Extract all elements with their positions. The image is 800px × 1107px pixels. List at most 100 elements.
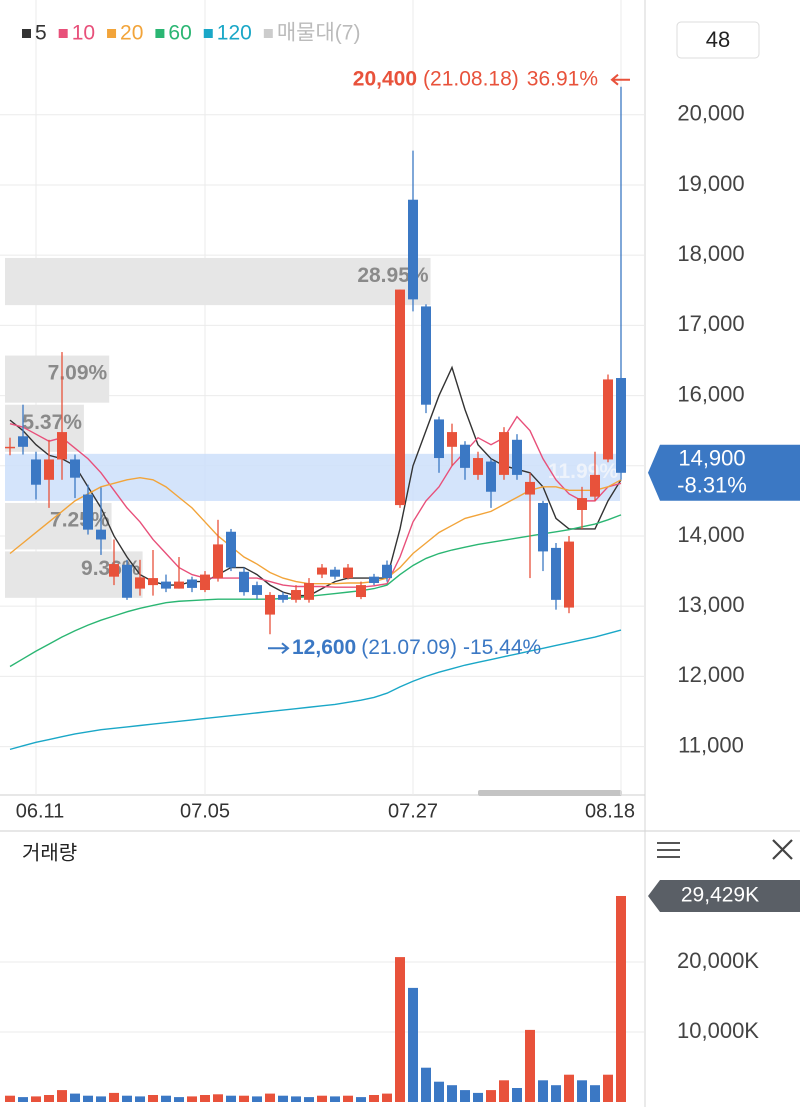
candle-body (512, 439, 522, 475)
volume-bar (525, 1029, 535, 1102)
volume-bar (122, 1095, 132, 1102)
low-marker-change: -15.44% (463, 636, 541, 659)
volume-bar (369, 1094, 379, 1102)
x-tick-label: 07.05 (180, 800, 230, 822)
candle-body (447, 432, 457, 447)
volume-bar (135, 1096, 145, 1102)
volume-bar (304, 1097, 314, 1102)
y-tick-label: 13,000 (677, 592, 744, 617)
high-marker: 20,400 (21.08.18) 36.91% (353, 67, 598, 90)
volume-bar (317, 1095, 327, 1102)
candle-body (421, 306, 431, 405)
candle-body (330, 569, 340, 577)
volume-bar (551, 1085, 561, 1102)
candle-body (83, 494, 93, 530)
volume-bar (174, 1097, 184, 1102)
volume-current: 29,429K (681, 884, 759, 907)
y-tick-label: 17,000 (677, 311, 744, 336)
legend-label: 60 (168, 22, 191, 45)
candle-body (395, 289, 405, 506)
volume-bar (603, 1074, 613, 1102)
y-tick-label: 20,000K (677, 948, 759, 973)
legend-swatch (107, 29, 117, 38)
candle-body (96, 529, 106, 540)
high-marker-change: 36.91% (527, 67, 598, 90)
volume-bar (239, 1095, 249, 1102)
candle-body (408, 199, 418, 300)
volume-band (5, 551, 143, 598)
candle-body (616, 378, 626, 473)
volume-bar (148, 1094, 158, 1102)
low-marker: 12,600 (21.07.09) -15.44% (292, 636, 541, 659)
volume-bar (434, 1081, 444, 1102)
candle-body (57, 432, 67, 460)
candle-body (304, 583, 314, 600)
volume-bar (265, 1093, 275, 1102)
low-marker-arrow (268, 642, 290, 655)
volume-bar (291, 1096, 301, 1102)
high-marker-price: 20,400 (353, 67, 417, 90)
legend-swatch (155, 29, 165, 38)
candle-body (44, 459, 54, 480)
volume-bar (395, 957, 405, 1102)
legend-swatch (203, 29, 213, 38)
candle-body (551, 547, 561, 600)
volume-band-label: 11.99% (548, 460, 618, 483)
legend-label: 10 (72, 22, 95, 45)
volume-bar (538, 1080, 548, 1102)
volume-bar (109, 1092, 119, 1102)
current-change: -8.31% (677, 473, 747, 498)
x-tick-label: 06.11 (16, 800, 65, 822)
close-icon[interactable] (772, 839, 793, 860)
volume-bar (252, 1096, 262, 1102)
candle-body (356, 585, 366, 598)
moving-average-line (9, 514, 622, 668)
candle-body (564, 541, 574, 608)
candle-body (343, 567, 353, 579)
moving-average-line (9, 415, 622, 588)
candle-body (18, 436, 28, 447)
candle-body (590, 474, 600, 497)
volume-bar (499, 1080, 509, 1102)
candle-body (213, 544, 223, 579)
candle-body (5, 446, 15, 449)
x-tick-label: 07.27 (388, 800, 438, 822)
legend-label: 5 (35, 22, 47, 45)
candle-body (525, 481, 535, 495)
volume-bar (57, 1090, 67, 1102)
volume-bar (382, 1093, 392, 1102)
y-tick-label: 16,000 (677, 381, 744, 406)
volume-bar (460, 1090, 470, 1102)
volume-bar (486, 1090, 496, 1102)
candle-body (291, 590, 301, 600)
candle-body (265, 594, 275, 615)
y-tick-label: 14,000 (677, 522, 744, 547)
menu-icon[interactable] (657, 842, 680, 858)
volume-bar (577, 1080, 587, 1102)
volume-bar (161, 1095, 171, 1102)
legend-swatch (58, 29, 68, 38)
candle-body (70, 459, 80, 478)
volume-bar (616, 895, 626, 1102)
candle-body (174, 581, 184, 589)
volume-bar (31, 1096, 41, 1102)
legend-label: 20 (120, 22, 143, 45)
candle-body (226, 531, 236, 568)
volume-band-label: 5.37% (22, 411, 82, 434)
x-tick-label: 08.18 (585, 800, 635, 822)
volume-bar (278, 1095, 288, 1102)
candle-body (486, 461, 496, 492)
candle-body (200, 574, 210, 591)
volume-bar (590, 1085, 600, 1102)
candle-count-box[interactable] (676, 21, 760, 59)
volume-bar (200, 1094, 210, 1102)
volume-bar (343, 1095, 353, 1102)
y-tick-label: 11,000 (678, 732, 744, 757)
high-marker-date: (21.08.18) (423, 67, 519, 90)
y-tick-label: 12,000 (677, 662, 744, 687)
volume-band-label: 7.25% (50, 509, 110, 532)
scroll-indicator[interactable] (478, 790, 622, 796)
volume-bar (473, 1092, 483, 1102)
